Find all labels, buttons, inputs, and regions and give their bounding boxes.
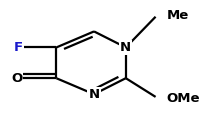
- Text: N: N: [120, 41, 131, 54]
- Text: O: O: [11, 72, 22, 85]
- Text: F: F: [14, 41, 23, 54]
- Text: OMe: OMe: [166, 92, 199, 105]
- Text: N: N: [88, 88, 99, 101]
- Text: Me: Me: [166, 9, 188, 22]
